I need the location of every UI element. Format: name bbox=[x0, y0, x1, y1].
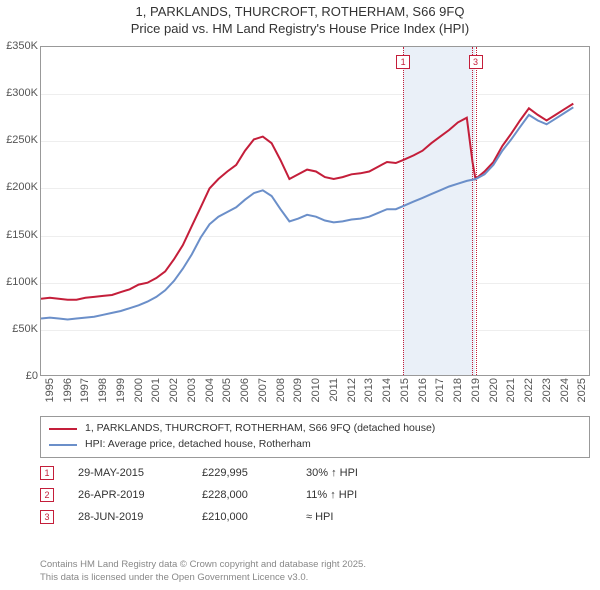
title-block: 1, PARKLANDS, THURCROFT, ROTHERHAM, S66 … bbox=[0, 0, 600, 40]
y-tick-label: £0 bbox=[26, 370, 38, 382]
y-tick-label: £300K bbox=[6, 87, 38, 99]
event-marker: 3 bbox=[469, 55, 483, 69]
x-tick-label: 2017 bbox=[434, 378, 446, 402]
x-tick-label: 2021 bbox=[505, 378, 517, 402]
x-tick-label: 2025 bbox=[576, 378, 588, 402]
footer: Contains HM Land Registry data © Crown c… bbox=[40, 559, 366, 584]
y-tick-label: £100K bbox=[6, 276, 38, 288]
sale-price: £210,000 bbox=[202, 511, 282, 523]
x-tick-label: 2003 bbox=[186, 378, 198, 402]
legend-swatch bbox=[49, 428, 77, 430]
x-tick-label: 2004 bbox=[204, 378, 216, 402]
y-tick-label: £150K bbox=[6, 229, 38, 241]
legend-row: 1, PARKLANDS, THURCROFT, ROTHERHAM, S66 … bbox=[49, 421, 581, 437]
footer-line-1: Contains HM Land Registry data © Crown c… bbox=[40, 559, 366, 571]
title-line-1: 1, PARKLANDS, THURCROFT, ROTHERHAM, S66 … bbox=[0, 4, 600, 21]
sale-pct: ≈ HPI bbox=[306, 511, 426, 523]
footer-line-2: This data is licensed under the Open Gov… bbox=[40, 572, 366, 584]
x-tick-label: 2012 bbox=[346, 378, 358, 402]
x-tick-label: 2018 bbox=[452, 378, 464, 402]
legend-row: HPI: Average price, detached house, Roth… bbox=[49, 437, 581, 453]
sale-price: £228,000 bbox=[202, 489, 282, 501]
chart-container: 1, PARKLANDS, THURCROFT, ROTHERHAM, S66 … bbox=[0, 0, 600, 590]
chart-svg bbox=[41, 47, 591, 377]
plot-area: 13 bbox=[40, 46, 590, 376]
series-price_paid bbox=[41, 104, 573, 300]
x-tick-label: 2014 bbox=[381, 378, 393, 402]
title-line-2: Price paid vs. HM Land Registry's House … bbox=[0, 21, 600, 38]
x-tick-label: 2016 bbox=[417, 378, 429, 402]
sales-table: 1 29-MAY-2015 £229,995 30% ↑ HPI 2 26-APR-201… bbox=[40, 462, 590, 528]
legend: 1, PARKLANDS, THURCROFT, ROTHERHAM, S66 … bbox=[40, 416, 590, 458]
x-tick-label: 2009 bbox=[292, 378, 304, 402]
x-tick-label: 1998 bbox=[97, 378, 109, 402]
sale-pct: 30% ↑ HPI bbox=[306, 467, 426, 479]
event-marker: 1 bbox=[396, 55, 410, 69]
sale-date: 26-APR-2019 bbox=[78, 489, 178, 501]
x-tick-label: 2005 bbox=[221, 378, 233, 402]
y-tick-label: £200K bbox=[6, 181, 38, 193]
sale-marker: 2 bbox=[40, 488, 54, 502]
x-tick-label: 2024 bbox=[559, 378, 571, 402]
x-tick-label: 2023 bbox=[541, 378, 553, 402]
legend-text: HPI: Average price, detached house, Roth… bbox=[85, 437, 311, 453]
x-tick-label: 2020 bbox=[488, 378, 500, 402]
x-tick-label: 2022 bbox=[523, 378, 535, 402]
x-tick-label: 2002 bbox=[168, 378, 180, 402]
x-tick-label: 1997 bbox=[79, 378, 91, 402]
x-tick-label: 2007 bbox=[257, 378, 269, 402]
sale-row: 3 28-JUN-2019 £210,000 ≈ HPI bbox=[40, 506, 590, 528]
sale-price: £229,995 bbox=[202, 467, 282, 479]
y-tick-label: £250K bbox=[6, 134, 38, 146]
sale-date: 28-JUN-2019 bbox=[78, 511, 178, 523]
sale-row: 1 29-MAY-2015 £229,995 30% ↑ HPI bbox=[40, 462, 590, 484]
sale-marker: 3 bbox=[40, 510, 54, 524]
legend-swatch bbox=[49, 444, 77, 446]
sale-row: 2 26-APR-2019 £228,000 11% ↑ HPI bbox=[40, 484, 590, 506]
sale-pct: 11% ↑ HPI bbox=[306, 489, 426, 501]
legend-text: 1, PARKLANDS, THURCROFT, ROTHERHAM, S66 … bbox=[85, 421, 435, 437]
x-tick-label: 2013 bbox=[363, 378, 375, 402]
x-tick-label: 2008 bbox=[275, 378, 287, 402]
x-tick-label: 1999 bbox=[115, 378, 127, 402]
x-tick-label: 2000 bbox=[133, 378, 145, 402]
x-tick-label: 2011 bbox=[328, 378, 340, 402]
x-tick-label: 1995 bbox=[44, 378, 56, 402]
y-tick-label: £350K bbox=[6, 40, 38, 52]
x-tick-label: 2006 bbox=[239, 378, 251, 402]
sale-date: 29-MAY-2015 bbox=[78, 467, 178, 479]
sale-marker: 1 bbox=[40, 466, 54, 480]
x-tick-label: 2001 bbox=[150, 378, 162, 402]
x-tick-label: 2019 bbox=[470, 378, 482, 402]
series-hpi bbox=[41, 107, 573, 319]
x-tick-label: 2015 bbox=[399, 378, 411, 402]
y-tick-label: £50K bbox=[12, 323, 38, 335]
x-tick-label: 1996 bbox=[62, 378, 74, 402]
x-tick-label: 2010 bbox=[310, 378, 322, 402]
